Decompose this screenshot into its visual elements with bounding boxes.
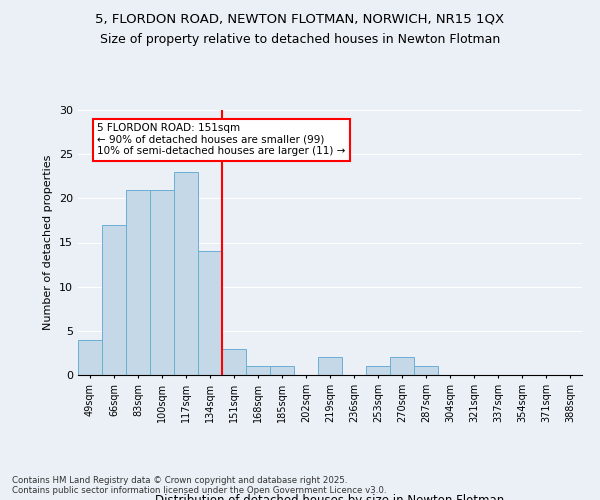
Bar <box>414 366 438 375</box>
Y-axis label: Number of detached properties: Number of detached properties <box>43 155 53 330</box>
Bar <box>150 190 174 375</box>
Bar <box>174 172 198 375</box>
Bar <box>78 340 102 375</box>
X-axis label: Distribution of detached houses by size in Newton Flotman: Distribution of detached houses by size … <box>155 494 505 500</box>
Text: 5 FLORDON ROAD: 151sqm
← 90% of detached houses are smaller (99)
10% of semi-det: 5 FLORDON ROAD: 151sqm ← 90% of detached… <box>97 123 346 156</box>
Bar <box>390 358 414 375</box>
Bar <box>246 366 270 375</box>
Bar <box>222 348 246 375</box>
Bar <box>270 366 294 375</box>
Bar <box>102 225 126 375</box>
Bar <box>318 358 342 375</box>
Bar <box>198 252 222 375</box>
Bar <box>126 190 150 375</box>
Text: Size of property relative to detached houses in Newton Flotman: Size of property relative to detached ho… <box>100 32 500 46</box>
Bar <box>366 366 390 375</box>
Text: 5, FLORDON ROAD, NEWTON FLOTMAN, NORWICH, NR15 1QX: 5, FLORDON ROAD, NEWTON FLOTMAN, NORWICH… <box>95 12 505 26</box>
Text: Contains HM Land Registry data © Crown copyright and database right 2025.
Contai: Contains HM Land Registry data © Crown c… <box>12 476 386 495</box>
